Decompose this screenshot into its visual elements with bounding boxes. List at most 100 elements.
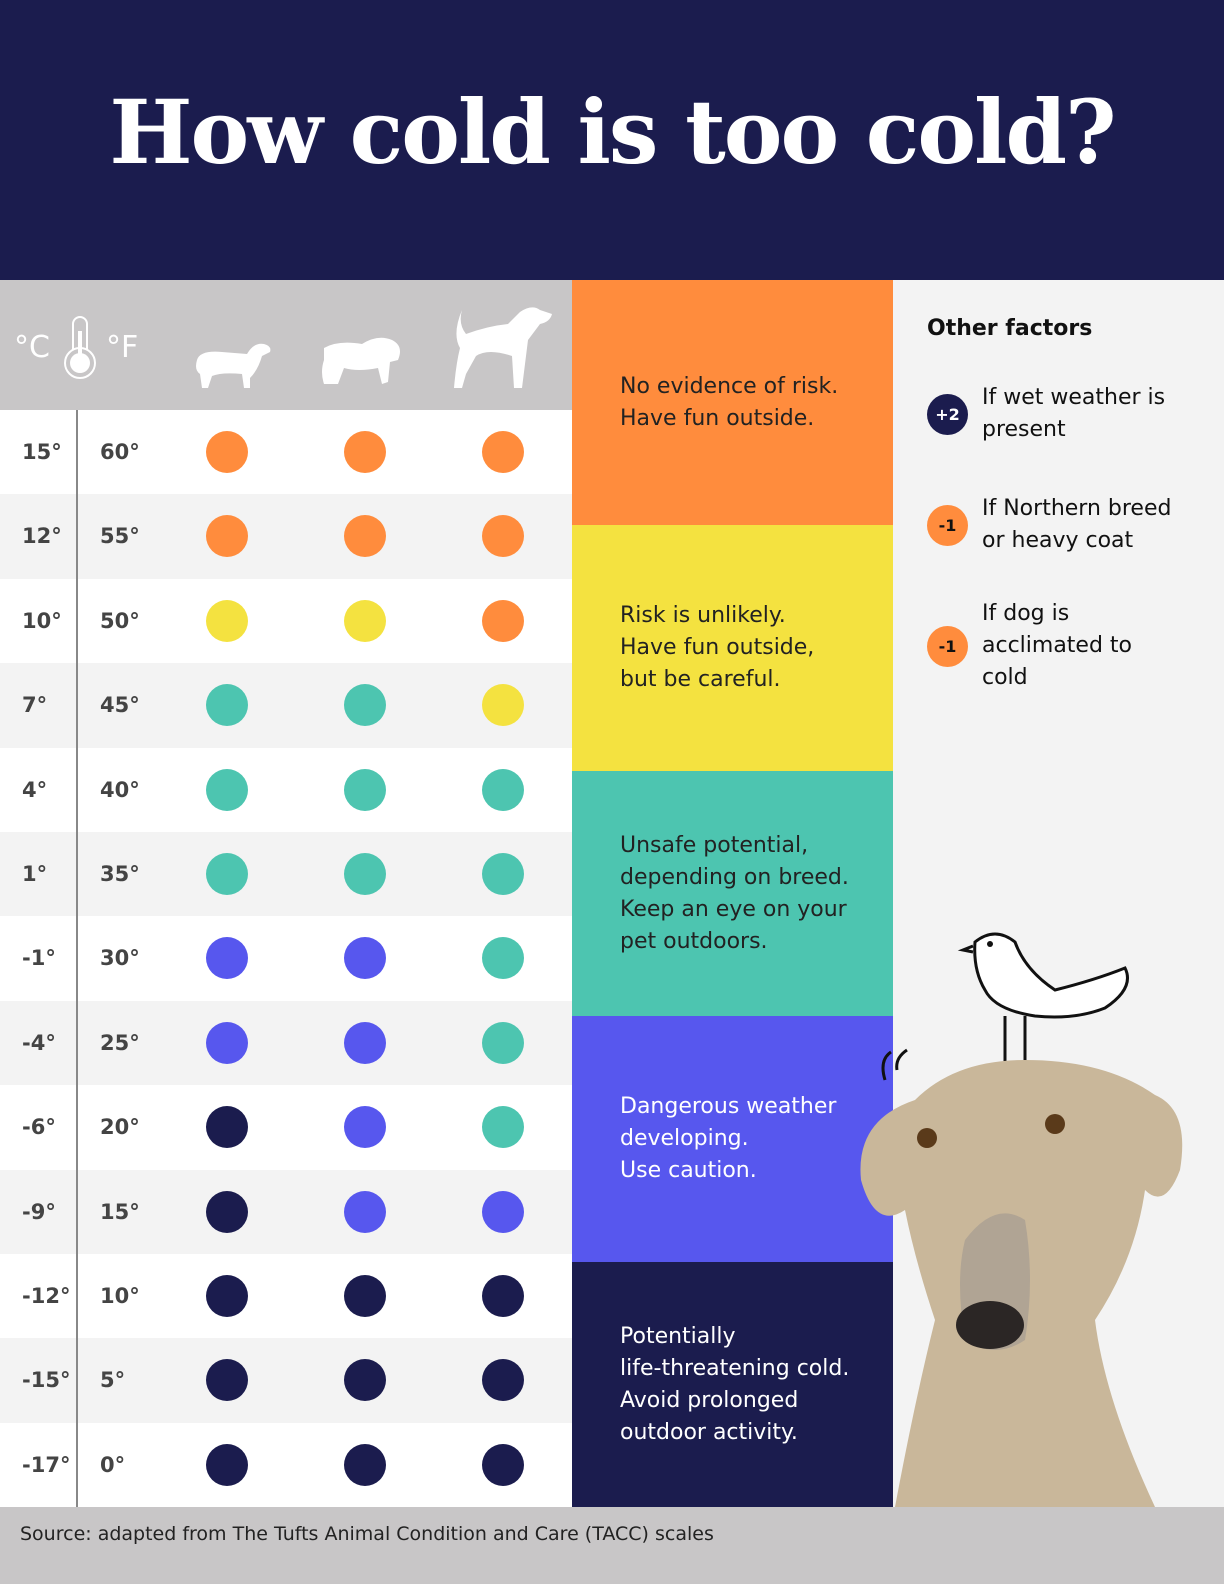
fahrenheit-value: 15° [100,1199,140,1224]
risk-dot [344,937,386,980]
celsius-value: -6° [22,1115,56,1140]
risk-dot [344,431,386,473]
fahrenheit-value: 25° [100,1030,140,1055]
risk-dot [206,1443,248,1486]
fahrenheit-value: 45° [100,693,140,718]
celsius-value: -4° [22,1030,56,1055]
risk-dot [206,1021,248,1064]
risk-dot [482,431,524,473]
page-title: How cold is too cold? [109,80,1116,184]
risk-dot [482,852,524,895]
risk-dot [344,684,386,727]
celsius-value: 4° [22,777,48,802]
risk-dot [482,599,524,642]
celsius-value: -12° [22,1283,71,1308]
risk-dot [344,1443,386,1486]
risk-dot [482,1021,524,1064]
celsius-label: °C [14,330,50,365]
source-note: Source: adapted from The Tufts Animal Co… [20,1523,714,1545]
table-row: -15° 5° [0,1338,572,1423]
factor-item: -1 If dog is acclimated to cold [927,598,1182,694]
risk-band-text: Unsafe potential, [620,832,809,858]
risk-dot [482,1106,524,1149]
celsius-value: -17° [22,1452,71,1477]
fahrenheit-value: 55° [100,524,140,549]
celsius-value: 15° [22,440,62,464]
risk-band-text: Use caution. [620,1158,757,1184]
fahrenheit-value: 10° [100,1283,140,1308]
risk-band-orange: No evidence of risk. Have fun outside. [572,280,893,526]
factor-item: -1 If Northern breed or heavy coat [927,493,1182,557]
table-row: -17° 0° [0,1423,572,1507]
celsius-value: -1° [22,946,56,971]
risk-dot [482,1443,524,1486]
fahrenheit-value: 60° [100,440,140,464]
risk-dot [344,515,386,558]
risk-band-navy: Potentially life-threatening cold. Avoid p… [572,1261,893,1508]
risk-band-text: depending on breed. [620,864,849,890]
table-row: -4° 25° [0,1000,572,1086]
celsius-value: 12° [22,524,62,549]
risk-dot [206,684,248,727]
risk-dot [206,768,248,811]
risk-dot [482,1274,524,1317]
column-divider [76,410,78,1507]
factor-badge: -1 [927,625,968,667]
risk-band-text: Potentially [620,1323,736,1349]
risk-band-text: No evidence of risk. [620,374,839,399]
risk-dot [482,1190,524,1233]
table-row: 4° 40° [0,748,572,832]
risk-dot [344,768,386,811]
risk-dot [206,431,248,473]
celsius-value: 7° [22,693,48,718]
other-factors-title: Other factors [927,316,1093,341]
medium-dog-icon [322,337,400,384]
fahrenheit-value: 30° [100,946,140,971]
factor-badge: -1 [927,504,968,546]
risk-dot [344,1190,386,1233]
factor-item: +2 If wet weather is present [927,382,1182,446]
celsius-value: -9° [22,1199,56,1224]
risk-band-text: but be careful. [620,667,781,693]
risk-band-teal: Unsafe potential, depending on breed. Keep… [572,770,893,1017]
risk-dot [482,937,524,980]
risk-dot [344,1274,386,1317]
risk-dot [206,515,248,558]
risk-dot [344,1106,386,1149]
risk-dot [206,1190,248,1233]
table-row: 7° 45° [0,663,572,748]
risk-band-blue: Dangerous weather developing. Use caution. [572,1016,893,1263]
factor-badge: +2 [927,393,968,435]
risk-band-text: Keep an eye on your [620,896,847,922]
fahrenheit-label: °F [106,330,139,365]
factor-text: If dog is acclimated to cold [982,601,1133,690]
thermometer-icon [64,316,96,379]
table-row: -1° 30° [0,916,572,1000]
risk-band-text: Avoid prolonged [620,1387,799,1413]
risk-dot [206,599,248,642]
risk-dot [206,937,248,980]
table-row: 15° 60° [0,410,572,494]
risk-band-text: Have fun outside. [620,406,815,431]
risk-band-text: Dangerous weather [620,1094,837,1120]
risk-dot [344,852,386,895]
table-row: -6° 20° [0,1085,572,1169]
celsius-value: -15° [22,1368,71,1393]
fahrenheit-value: 0° [100,1452,126,1477]
header-banner [0,0,1224,280]
table-row: 12° 55° [0,494,572,579]
risk-dot [482,515,524,558]
table-row: 10° 50° [0,579,572,663]
fahrenheit-value: 20° [100,1115,140,1140]
large-dog-icon [454,307,552,388]
risk-dot [344,1021,386,1064]
dog-photo-with-bird [860,932,1183,1507]
risk-band-text: outdoor activity. [620,1419,798,1445]
risk-band-text: developing. [620,1126,749,1152]
factor-text: If wet weather is present [982,385,1166,442]
risk-band-text: pet outdoors. [620,928,768,954]
fahrenheit-value: 35° [100,861,140,886]
fahrenheit-value: 5° [100,1368,126,1393]
risk-dot [206,1274,248,1317]
risk-dot [206,1106,248,1149]
